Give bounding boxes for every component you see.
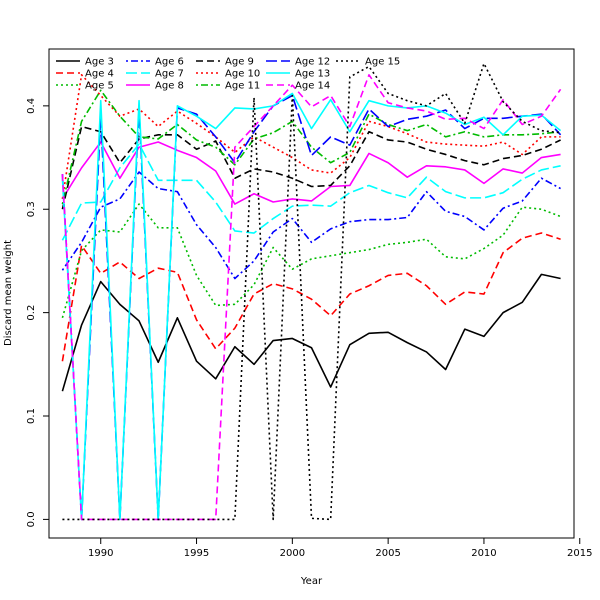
series-line-2: [61, 232, 561, 362]
legend-label: Age 11: [225, 81, 260, 92]
legend-label: Age 14: [295, 81, 330, 92]
legend-label: Age 6: [155, 57, 184, 68]
y-tick-label: 0.4: [26, 98, 37, 114]
series-lines: [61, 62, 562, 521]
legend-label: Age 15: [365, 57, 400, 68]
y-tick-label: 0.0: [26, 511, 37, 527]
x-tick-label: 2010: [471, 548, 496, 559]
x-axis: 1990 1995 2000 2005 2010 2015: [88, 538, 592, 559]
x-tick-label: 2000: [280, 548, 305, 559]
legend-label: Age 5: [85, 81, 114, 92]
y-tick-label: 0.3: [26, 201, 37, 217]
x-axis-title: Year: [300, 576, 323, 587]
plot-frame: [48, 48, 575, 539]
legend-label: Age 3: [85, 57, 114, 68]
series-line-6: [61, 141, 561, 205]
y-tick-label: 0.2: [26, 305, 37, 321]
legend-label: Age 7: [155, 69, 184, 80]
x-tick-label: 1995: [184, 548, 209, 559]
legend-label: Age 13: [295, 69, 330, 80]
x-tick-label: 2015: [567, 548, 592, 559]
series-line-12: [61, 74, 562, 521]
legend-label: Age 8: [155, 81, 184, 92]
y-tick-label: 0.1: [26, 408, 37, 424]
series-line-9: [61, 89, 561, 205]
series-line-8: [61, 74, 561, 200]
x-tick-label: 1990: [88, 548, 113, 559]
series-line-4: [61, 171, 561, 280]
y-axis: 0.0 0.1 0.2 0.3 0.4: [26, 98, 49, 527]
legend-label: Age 4: [85, 69, 114, 80]
x-tick-label: 2005: [375, 548, 400, 559]
series-line-1: [61, 273, 561, 392]
y-axis-title: Discard mean weight: [3, 240, 14, 346]
legend-label: Age 10: [225, 69, 260, 80]
legend-label: Age 12: [295, 57, 330, 68]
series-line-5: [61, 143, 561, 241]
series-line-11: [61, 92, 562, 521]
legend-label: Age 9: [225, 57, 254, 68]
series-line-3: [61, 203, 561, 319]
